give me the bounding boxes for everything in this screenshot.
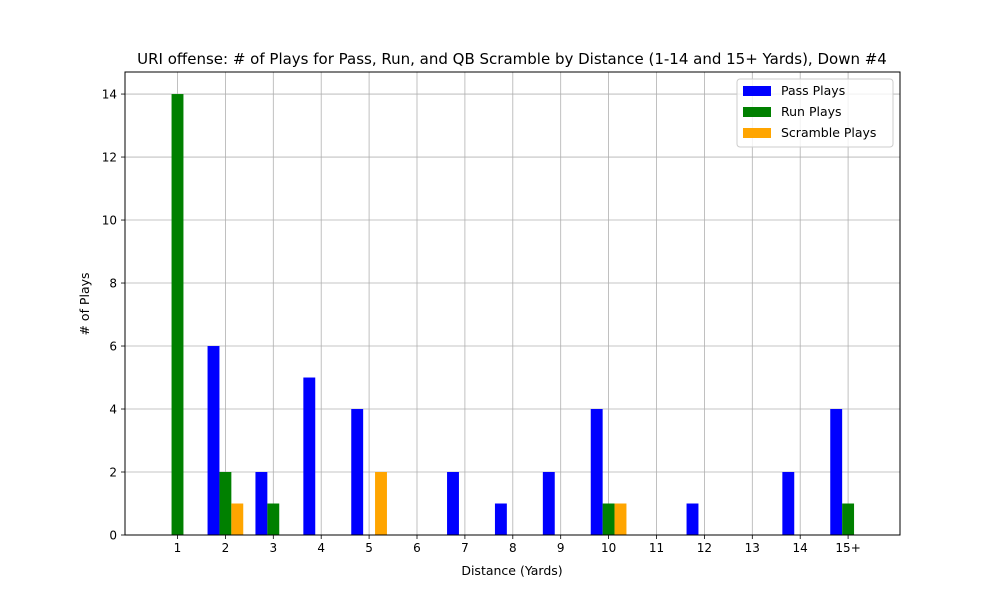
x-tick-label: 5 xyxy=(365,541,373,555)
bar-pass-plays-10 xyxy=(590,409,603,535)
x-tick-label: 3 xyxy=(269,541,277,555)
bar-pass-plays-9 xyxy=(542,472,555,535)
bar-pass-plays-3 xyxy=(255,472,268,535)
chart-title: URI offense: # of Plays for Pass, Run, a… xyxy=(137,50,887,68)
bar-scramble-plays-2 xyxy=(231,503,244,535)
bar-run-plays-2 xyxy=(219,472,232,535)
x-tick-label: 8 xyxy=(509,541,517,555)
bar-pass-plays-15+ xyxy=(830,409,843,535)
y-tick-label: 4 xyxy=(109,403,117,417)
legend: Pass Plays Run Plays Scramble Plays xyxy=(736,78,894,148)
bar-scramble-plays-10 xyxy=(614,503,627,535)
bar-pass-plays-8 xyxy=(494,503,507,535)
y-tick-label: 8 xyxy=(109,277,117,291)
x-tick-label: 12 xyxy=(697,541,712,555)
legend-box xyxy=(736,78,894,148)
x-tick-label: 11 xyxy=(649,541,664,555)
y-tick-label: 10 xyxy=(102,214,117,228)
legend-label-scramble-plays: Scramble Plays xyxy=(781,125,876,140)
x-tick-label: 6 xyxy=(413,541,421,555)
legend-swatch-run-plays xyxy=(743,107,771,117)
bar-run-plays-1 xyxy=(171,94,184,536)
bar-scramble-plays-5 xyxy=(375,472,387,535)
bar-run-plays-3 xyxy=(267,503,280,535)
y-tick-label: 2 xyxy=(109,466,117,480)
legend-label-run-plays: Run Plays xyxy=(781,104,842,119)
y-tick-label: 6 xyxy=(109,340,117,354)
bar-pass-plays-2 xyxy=(207,346,220,535)
legend-label-pass-plays: Pass Plays xyxy=(781,83,845,98)
x-tick-label: 15+ xyxy=(835,541,860,555)
x-tick-label: 7 xyxy=(461,541,469,555)
x-tick-label: 2 xyxy=(222,541,230,555)
bars-layer xyxy=(171,94,855,536)
x-axis-label: Distance (Yards) xyxy=(461,563,562,578)
bar-run-plays-15+ xyxy=(842,503,855,535)
x-tick-label: 10 xyxy=(601,541,616,555)
bar-run-plays-10 xyxy=(602,503,615,535)
bar-pass-plays-12 xyxy=(686,503,699,535)
y-tick-label: 14 xyxy=(102,88,117,102)
x-tick-label: 1 xyxy=(174,541,182,555)
legend-swatch-pass-plays xyxy=(743,86,771,96)
y-axis-label: # of Plays xyxy=(77,272,92,335)
bar-pass-plays-14 xyxy=(782,472,795,535)
bar-pass-plays-5 xyxy=(351,409,364,535)
bar-pass-plays-4 xyxy=(303,377,316,535)
y-tick-label: 12 xyxy=(102,151,117,165)
x-tick-label: 4 xyxy=(317,541,325,555)
legend-swatch-scramble-plays xyxy=(743,128,771,138)
x-tick-label: 13 xyxy=(745,541,760,555)
y-tick-label: 0 xyxy=(109,529,117,543)
x-tick-label: 9 xyxy=(557,541,565,555)
bar-pass-plays-7 xyxy=(447,472,459,535)
x-tick-label: 14 xyxy=(793,541,808,555)
